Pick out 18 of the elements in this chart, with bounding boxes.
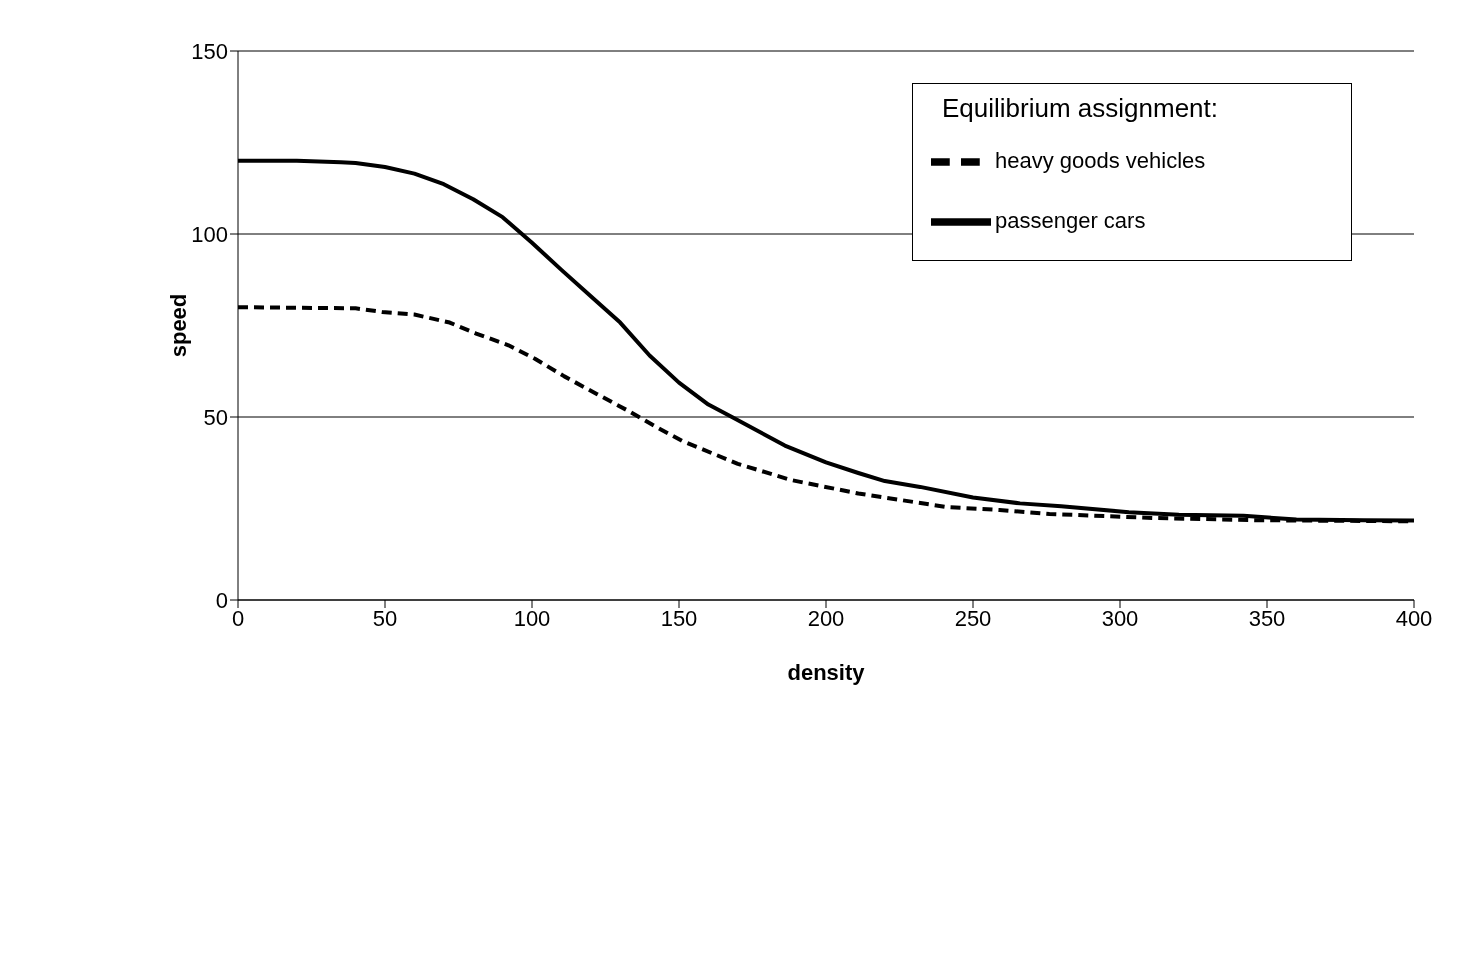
- x-tick-label: 250: [954, 605, 992, 631]
- x-tick-label: 0: [231, 605, 245, 631]
- y-tick-label: 150: [191, 38, 228, 64]
- x-tick-label: 350: [1248, 605, 1286, 631]
- x-tick-label: 100: [513, 605, 551, 631]
- x-tick-label: 300: [1101, 605, 1139, 631]
- legend-label: heavy goods vehicles: [995, 147, 1206, 173]
- y-tick-label: 50: [203, 404, 228, 430]
- x-tick-label: 50: [372, 605, 398, 631]
- y-axis-title: speed: [165, 293, 191, 358]
- y-tick-label: 100: [191, 221, 228, 247]
- legend-title: Equilibrium assignment:: [941, 93, 1219, 124]
- legend-label: passenger cars: [995, 207, 1146, 233]
- x-tick-label: 400: [1395, 605, 1433, 631]
- y-tick-label: 0: [215, 587, 228, 613]
- x-tick-label: 200: [807, 605, 845, 631]
- x-axis-title: density: [787, 660, 866, 685]
- x-tick-label: 150: [660, 605, 698, 631]
